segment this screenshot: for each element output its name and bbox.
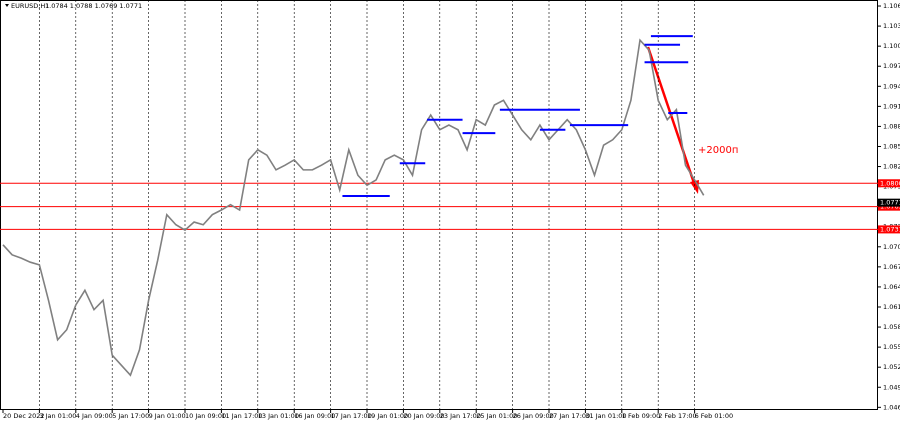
- x-tick-label: 11 Jan 17:00: [221, 412, 262, 420]
- x-tick-label: 6 Feb 01:00: [695, 412, 734, 420]
- x-tick-label: 19 Jan 01:00: [367, 412, 408, 420]
- level-tag: [878, 179, 900, 188]
- y-tick-label: 1.1065: [883, 2, 900, 10]
- x-tick-label: 13 Jan 01:00: [258, 412, 299, 420]
- x-tick-label: 23 Jan 17:00: [440, 412, 481, 420]
- x-tick-label: 3 Jan 01:00: [39, 412, 76, 420]
- chart-subtitle: 1.0784 1.0788 1.0769 1.0771: [45, 2, 142, 10]
- x-tick-label: 1 Feb 09:00: [622, 412, 661, 420]
- price-label: 1.0771: [880, 199, 900, 207]
- y-tick-label: 1.0675: [883, 263, 900, 271]
- level-tag: [878, 225, 900, 234]
- x-tick-label: 17 Jan 17:00: [331, 412, 372, 420]
- annotation: +2000п: [698, 145, 738, 156]
- y-tick-label: 1.0705: [883, 243, 900, 251]
- price-tag: [878, 198, 900, 207]
- y-tick-label: 1.0555: [883, 343, 900, 351]
- x-tick-label: 20 Jan 09:00: [403, 412, 444, 420]
- level-label: 1.0765: [880, 203, 900, 211]
- y-tick-label: 1.0885: [883, 122, 900, 130]
- x-tick-label: 27 Jan 17:00: [549, 412, 590, 420]
- y-tick-label: 1.0525: [883, 363, 900, 371]
- arrow-line: [646, 46, 697, 187]
- x-tick-label: 31 Jan 01:00: [585, 412, 626, 420]
- y-tick-label: 1.0975: [883, 62, 900, 70]
- level-tag: [878, 202, 900, 211]
- y-tick-label: 1.0585: [883, 323, 900, 331]
- y-tick-label: 1.0465: [883, 403, 900, 411]
- y-tick-label: 1.0615: [883, 303, 900, 311]
- y-tick-label: 1.0645: [883, 283, 900, 291]
- title-icon: [5, 4, 9, 7]
- y-tick-label: 1.1005: [883, 42, 900, 50]
- x-tick-label: 4 Jan 09:00: [76, 412, 113, 420]
- x-tick-label: 2 Feb 17:00: [658, 412, 697, 420]
- y-tick-label: 1.1035: [883, 22, 900, 30]
- x-tick-label: 9 Jan 01:00: [149, 412, 186, 420]
- x-tick-label: 5 Jan 17:00: [112, 412, 149, 420]
- x-tick-label: 20 Dec 2022: [3, 412, 45, 420]
- level-label: 1.0800: [880, 179, 900, 187]
- chart-title: EURUSD,H1: [11, 2, 49, 10]
- y-tick-label: 1.0855: [883, 142, 900, 150]
- x-tick-label: 16 Jan 09:00: [294, 412, 335, 420]
- x-tick-label: 26 Jan 09:00: [513, 412, 554, 420]
- y-tick-label: 1.0915: [883, 102, 900, 110]
- x-tick-label: 10 Jan 09:00: [185, 412, 226, 420]
- y-tick-label: 1.0825: [883, 163, 900, 171]
- price-line: [2, 38, 705, 377]
- plot-frame: [0, 0, 878, 410]
- x-tick-label: 25 Jan 01:00: [476, 412, 517, 420]
- y-tick-label: 1.0495: [883, 383, 900, 391]
- y-tick-label: 1.0945: [883, 82, 900, 90]
